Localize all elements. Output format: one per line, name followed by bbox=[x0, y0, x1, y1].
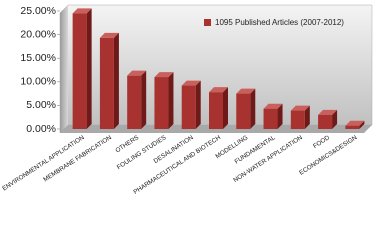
bar bbox=[181, 85, 196, 129]
bar-side bbox=[86, 8, 92, 129]
y-tick-label: 10.00% bbox=[20, 76, 56, 88]
bar-side bbox=[277, 103, 283, 129]
y-tick-label: 20.00% bbox=[20, 28, 56, 40]
bar-top bbox=[154, 72, 174, 78]
bar-top bbox=[318, 109, 338, 115]
bar-top bbox=[236, 88, 256, 94]
bar-top bbox=[290, 105, 310, 111]
y-tick-label: 15.00% bbox=[20, 52, 56, 64]
bar-side bbox=[359, 120, 365, 129]
bar bbox=[345, 125, 360, 129]
bar-side bbox=[332, 109, 338, 129]
y-tick-label: 25.00% bbox=[20, 5, 56, 17]
chart: 0.00%5.00%10.00%15.00%20.00%25.00%ENVIRO… bbox=[1, 4, 373, 196]
legend-swatch bbox=[204, 19, 211, 26]
bar-side bbox=[223, 87, 228, 129]
bar bbox=[236, 93, 251, 129]
side-wall bbox=[60, 5, 68, 133]
bar-side bbox=[195, 80, 201, 129]
bar-top bbox=[209, 87, 228, 93]
bar bbox=[263, 108, 278, 129]
bar-side bbox=[168, 72, 174, 129]
bar-top bbox=[72, 8, 92, 14]
bar bbox=[209, 92, 223, 129]
bar-top bbox=[263, 103, 283, 109]
x-tick-label: FOULING STUDIES bbox=[116, 134, 168, 171]
bar-top bbox=[127, 70, 147, 76]
bar-side bbox=[113, 32, 119, 129]
bar-top bbox=[99, 32, 119, 38]
bar bbox=[72, 13, 87, 129]
bar bbox=[154, 77, 169, 129]
bar bbox=[99, 37, 114, 129]
bar bbox=[290, 110, 305, 129]
legend-label: 1095 Published Articles (2007-2012) bbox=[215, 18, 344, 27]
bar-top bbox=[181, 80, 201, 86]
bar bbox=[318, 114, 333, 129]
x-tick-label: FOOD bbox=[312, 134, 331, 150]
bar-side bbox=[304, 105, 310, 129]
y-tick-label: 5.00% bbox=[26, 99, 56, 111]
bar-side bbox=[141, 70, 147, 129]
bar-top bbox=[345, 120, 365, 126]
bar bbox=[127, 75, 142, 129]
y-tick-label: 0.00% bbox=[26, 123, 56, 135]
bar-side bbox=[250, 88, 256, 129]
